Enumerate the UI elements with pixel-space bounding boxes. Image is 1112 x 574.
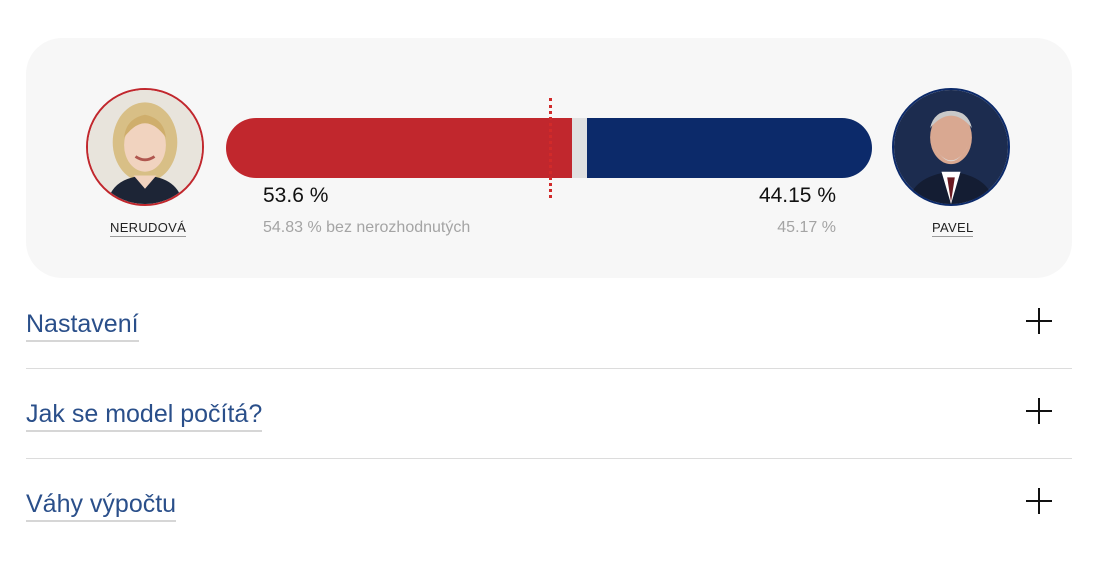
pavel-name[interactable]: PAVEL (932, 220, 974, 237)
nerudova-percent-excl-undecided: 54.83 % bez nerozhodnutých (263, 219, 471, 236)
nerudova-portrait-icon (88, 90, 202, 204)
nerudova-name[interactable]: NERUDOVÁ (110, 220, 187, 237)
nerudova-bar (226, 118, 572, 178)
expand-plus-icon[interactable] (1026, 308, 1052, 334)
nerudova-percent: 53.6 % (263, 184, 329, 207)
accordion-weights-label[interactable]: Váhy výpočtu (26, 490, 177, 522)
undecided-bar (572, 118, 587, 178)
expand-plus-icon[interactable] (1026, 488, 1052, 514)
pavel-percent-excl-undecided: 45.17 % (777, 219, 836, 236)
pavel-percent: 44.15 % (758, 184, 836, 207)
poll-result-card: NERUDOVÁ 53.6 % 44.15 % 54.83 % bez nero… (26, 38, 1072, 278)
majority-threshold-line (549, 98, 552, 198)
pavel-avatar (892, 88, 1010, 206)
accordion-settings[interactable]: Nastavení (26, 278, 1072, 369)
vote-bar (226, 118, 872, 178)
accordion-model-label[interactable]: Jak se model počítá? (26, 400, 263, 432)
pavel-bar (587, 118, 872, 178)
nerudova-avatar (86, 88, 204, 206)
accordion-settings-label[interactable]: Nastavení (26, 310, 139, 342)
pavel-portrait-icon (894, 90, 1008, 204)
accordion-model[interactable]: Jak se model počítá? (26, 368, 1072, 459)
accordion-weights[interactable]: Váhy výpočtu (26, 458, 1072, 548)
expand-plus-icon[interactable] (1026, 398, 1052, 424)
